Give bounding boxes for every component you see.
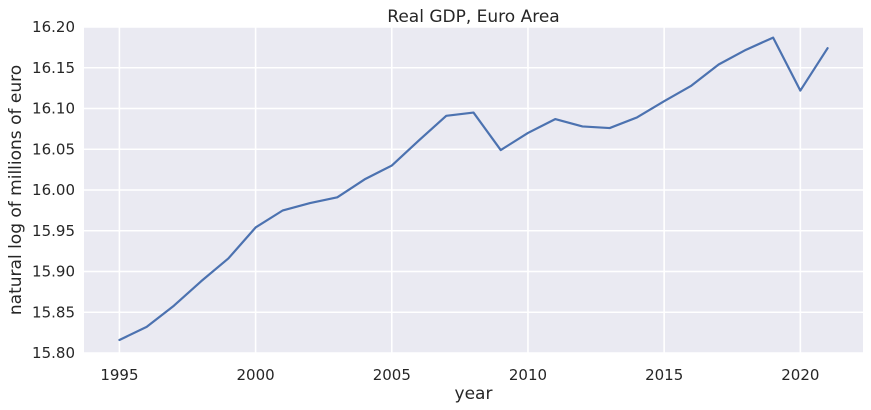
y-tick-label: 15.90 (32, 263, 75, 281)
series-line (118, 36, 829, 342)
x-tick-label: 2010 (509, 366, 547, 384)
chart-title: Real GDP, Euro Area (387, 7, 559, 27)
y-tick-label: 15.95 (32, 222, 75, 240)
x-tick-label: 2005 (373, 366, 411, 384)
x-tick-label: 1995 (100, 366, 138, 384)
y-axis-label: natural log of millions of euro (6, 65, 26, 315)
y-tick-label: 16.00 (32, 181, 75, 199)
y-tick-label: 15.85 (32, 303, 75, 321)
x-axis-label: year (455, 384, 493, 404)
x-tick-label: 2000 (237, 366, 275, 384)
y-tick-label: 16.05 (32, 140, 75, 158)
y-tick-label: 15.80 (32, 344, 75, 362)
x-tick-labels: 1995 2000 2005 2010 2015 2020 (100, 366, 819, 384)
x-tick-label: 2015 (645, 366, 683, 384)
y-tick-label: 16.10 (32, 100, 75, 118)
y-tick-label: 16.15 (32, 59, 75, 77)
y-tick-labels: 15.80 15.85 15.90 15.95 16.00 16.05 16.10 16.15… (32, 18, 75, 362)
series-layer (118, 36, 829, 342)
x-tick-label: 2020 (781, 366, 819, 384)
y-tick-label: 16.20 (32, 18, 75, 36)
